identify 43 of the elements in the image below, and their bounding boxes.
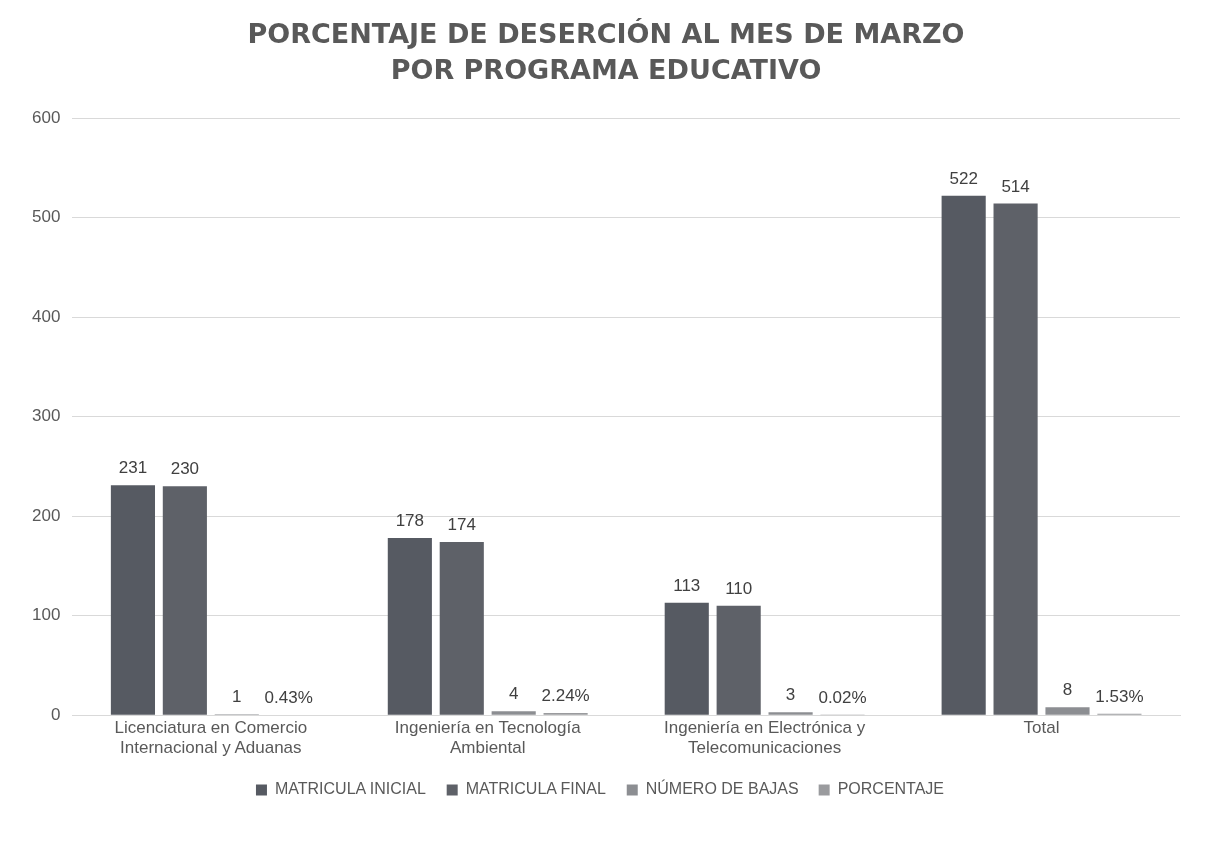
data-label: 522 — [949, 168, 978, 188]
y-tick-label: 100 — [31, 605, 61, 625]
data-label: 2.24% — [541, 686, 590, 706]
legend-label: NÚMERO DE BAJAS — [645, 779, 799, 798]
data-label: 514 — [1001, 176, 1030, 196]
data-label: 1.53% — [1095, 686, 1144, 706]
bar — [993, 203, 1038, 715]
bar — [1045, 707, 1090, 715]
data-label: 178 — [395, 511, 425, 531]
chart-title: PORCENTAJE DE DESERCIÓN AL MES DE MARZO POR PROGRAMA EDUCATIVO — [246, 17, 966, 87]
bar — [768, 712, 813, 715]
y-tick-label: 500 — [31, 207, 61, 227]
data-label: 0.02% — [818, 688, 867, 708]
bar — [387, 538, 432, 715]
bar — [941, 195, 986, 715]
y-tick-label: 400 — [31, 306, 61, 326]
data-label: 3 — [785, 685, 796, 705]
bar — [439, 542, 484, 715]
x-tick-label: Total — [1023, 718, 1060, 738]
data-label: 8 — [1062, 680, 1073, 700]
x-tick-label: Licenciatura en Comercio Internacional y Aduanas — [114, 718, 308, 758]
legend-label: MATRICULA FINAL — [465, 780, 606, 798]
x-tick-label: Ingeniería en Tecnología Ambiental — [394, 718, 582, 758]
y-tick-label: 300 — [31, 406, 61, 426]
bar — [110, 485, 155, 715]
legend-label: MATRICULA INICIAL — [274, 780, 426, 798]
data-label: 4 — [508, 684, 519, 704]
data-label: 113 — [673, 575, 701, 595]
bar — [664, 602, 709, 715]
bar — [491, 711, 536, 715]
data-label: 174 — [447, 515, 476, 535]
y-tick-label: 0 — [50, 704, 61, 724]
legend-label: PORCENTAJE — [837, 780, 945, 798]
bar — [716, 605, 761, 715]
bar — [162, 486, 207, 715]
data-label: 110 — [725, 578, 753, 598]
y-tick-label: 200 — [31, 505, 61, 525]
data-label: 1 — [232, 687, 242, 707]
x-tick-label: Ingeniería en Electrónica y Telecomunicaciones — [663, 718, 866, 758]
data-label: 230 — [170, 459, 200, 479]
data-label: 231 — [118, 458, 148, 478]
y-tick-label: 600 — [31, 107, 61, 127]
data-label: 0.43% — [264, 687, 313, 707]
